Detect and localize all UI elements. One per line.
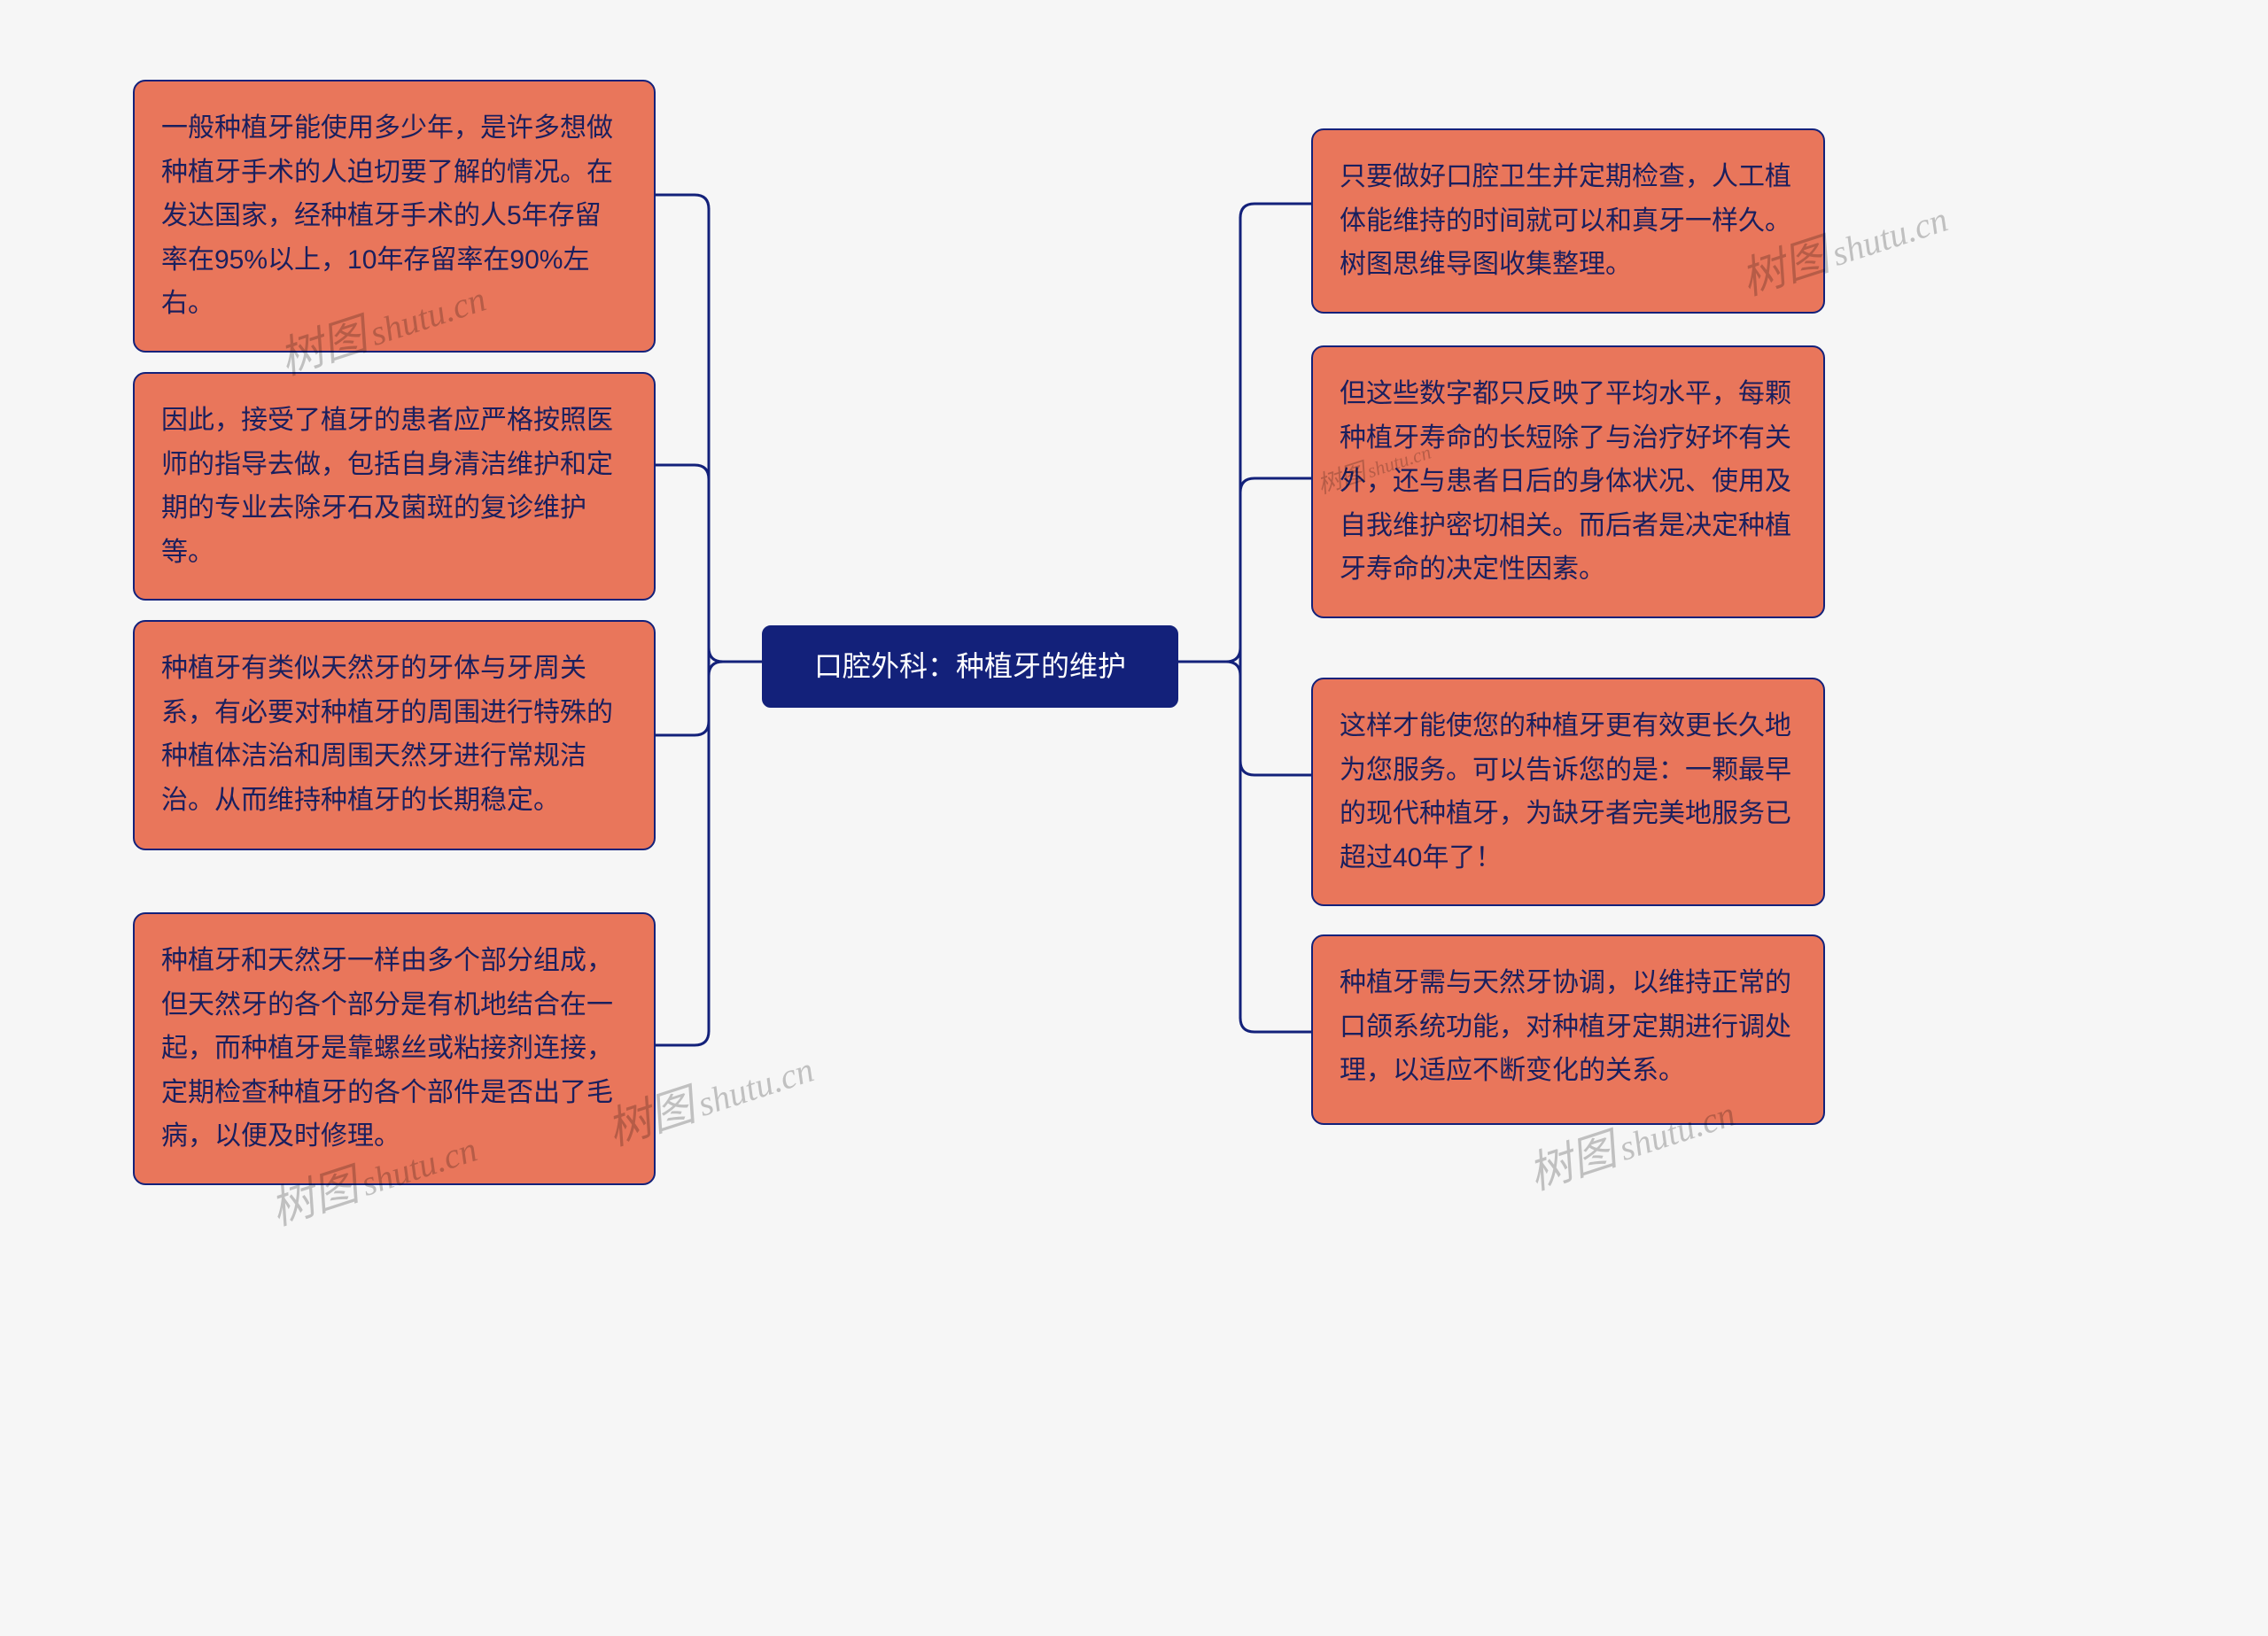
left-node-1: 一般种植牙能使用多少年，是许多想做种植牙手术的人迫切要了解的情况。在发达国家，经…	[133, 80, 656, 353]
right-node-3-text: 这样才能使您的种植牙更有效更长久地为您服务。可以告诉您的是：一颗最早的现代种植牙…	[1340, 711, 1791, 872]
left-node-3-text: 种植牙有类似天然牙的牙体与牙周关系，有必要对种植牙的周围进行特殊的种植体洁治和周…	[161, 654, 613, 815]
central-node-text: 口腔外科：种植牙的维护	[814, 650, 1126, 682]
right-node-1-text: 只要做好口腔卫生并定期检查，人工植体能维持的时间就可以和真牙一样久。树图思维导图…	[1340, 162, 1791, 279]
left-node-3: 种植牙有类似天然牙的牙体与牙周关系，有必要对种植牙的周围进行特殊的种植体洁治和周…	[133, 620, 656, 850]
mindmap-canvas: 口腔外科：种植牙的维护 一般种植牙能使用多少年，是许多想做种植牙手术的人迫切要了…	[0, 0, 2268, 1636]
right-node-4-text: 种植牙需与天然牙协调，以维持正常的口颌系统功能，对种植牙定期进行调处理，以适应不…	[1340, 968, 1791, 1085]
left-node-4-text: 种植牙和天然牙一样由多个部分组成，但天然牙的各个部分是有机地结合在一起，而种植牙…	[161, 946, 613, 1151]
central-node: 口腔外科：种植牙的维护	[762, 625, 1178, 708]
right-node-2-text: 但这些数字都只反映了平均水平，每颗种植牙寿命的长短除了与治疗好坏有关外，还与患者…	[1340, 379, 1791, 584]
left-node-2-text: 因此，接受了植牙的患者应严格按照医师的指导去做，包括自身清洁维护和定期的专业去除…	[161, 406, 613, 567]
left-node-2: 因此，接受了植牙的患者应严格按照医师的指导去做，包括自身清洁维护和定期的专业去除…	[133, 372, 656, 601]
right-node-3: 这样才能使您的种植牙更有效更长久地为您服务。可以告诉您的是：一颗最早的现代种植牙…	[1311, 678, 1825, 906]
left-node-4: 种植牙和天然牙一样由多个部分组成，但天然牙的各个部分是有机地结合在一起，而种植牙…	[133, 912, 656, 1185]
right-node-1: 只要做好口腔卫生并定期检查，人工植体能维持的时间就可以和真牙一样久。树图思维导图…	[1311, 128, 1825, 314]
right-node-2: 但这些数字都只反映了平均水平，每颗种植牙寿命的长短除了与治疗好坏有关外，还与患者…	[1311, 345, 1825, 618]
right-node-4: 种植牙需与天然牙协调，以维持正常的口颌系统功能，对种植牙定期进行调处理，以适应不…	[1311, 934, 1825, 1125]
left-node-1-text: 一般种植牙能使用多少年，是许多想做种植牙手术的人迫切要了解的情况。在发达国家，经…	[161, 113, 613, 318]
